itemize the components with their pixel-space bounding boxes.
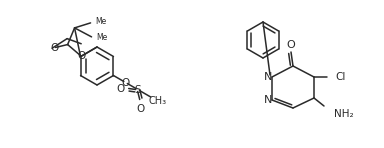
- Text: CH₃: CH₃: [149, 96, 167, 106]
- Text: Cl: Cl: [335, 72, 345, 82]
- Text: NH₂: NH₂: [334, 109, 354, 119]
- Text: O: O: [117, 83, 125, 94]
- Text: Me: Me: [96, 17, 107, 26]
- Text: N: N: [264, 95, 272, 105]
- Text: O: O: [121, 78, 130, 87]
- Text: O: O: [137, 103, 145, 114]
- Text: O: O: [50, 43, 58, 53]
- Text: Me: Me: [96, 33, 108, 42]
- Text: N: N: [264, 72, 272, 82]
- Text: S: S: [134, 85, 141, 95]
- Text: O: O: [77, 51, 86, 61]
- Text: O: O: [286, 40, 295, 50]
